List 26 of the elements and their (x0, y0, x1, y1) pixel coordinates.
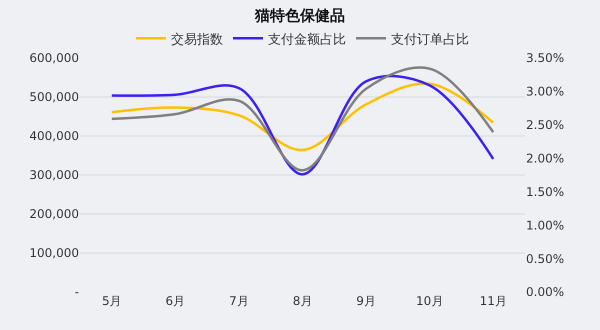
y2-tick-label: 1.00% (526, 218, 564, 232)
x-tick-label: 7月 (229, 294, 249, 308)
y2-tick-label: 3.50% (526, 51, 564, 66)
y2-tick-label: 1.50% (526, 184, 564, 199)
y-tick-label: 500,000 (29, 90, 79, 104)
legend-label: 支付金额占比 (268, 32, 346, 48)
x-tick-label: 8月 (292, 294, 312, 308)
x-tick-label: 6月 (166, 294, 186, 308)
x-tick-label: 11月 (480, 294, 507, 308)
x-tick-label: 5月 (102, 294, 122, 308)
y2-tick-label: 2.00% (526, 151, 564, 166)
x-tick-label: 9月 (356, 294, 376, 308)
y2-tick-label: 3.00% (526, 84, 564, 99)
y-tick-label: 200,000 (29, 207, 79, 222)
y-tick-label: - (74, 285, 79, 300)
y2-tick-label: 0.00% (526, 285, 564, 300)
chart-title: 猫特色保健品 (254, 6, 345, 24)
y-tick-label: 400,000 (29, 129, 79, 144)
legend-label: 交易指数 (171, 31, 223, 48)
x-tick-label: 10月 (416, 294, 444, 308)
y-tick-label: 600,000 (29, 51, 79, 66)
y2-tick-label: 2.50% (526, 118, 564, 132)
y2-tick-label: 0.50% (526, 252, 564, 266)
y-tick-label: 100,000 (29, 246, 79, 260)
legend-label: 支付订单占比 (391, 32, 469, 48)
y-tick-label: 300,000 (29, 168, 79, 182)
